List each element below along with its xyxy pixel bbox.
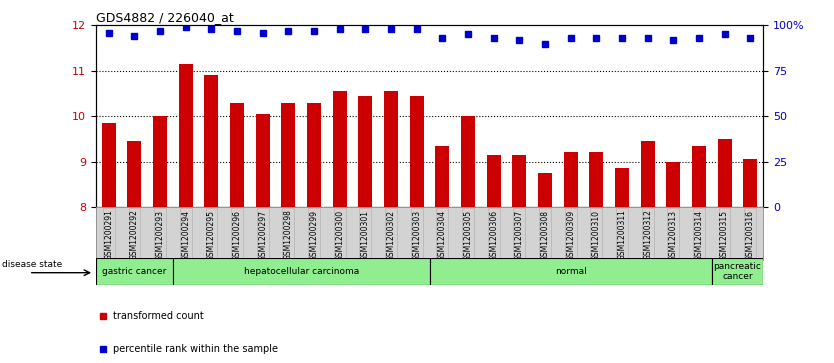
Text: pancreatic
cancer: pancreatic cancer (714, 262, 761, 281)
Bar (204, 75, 219, 207)
Bar (178, 64, 193, 207)
Bar (281, 102, 295, 207)
Text: GSM1200303: GSM1200303 (412, 209, 421, 261)
Text: GSM1200297: GSM1200297 (259, 209, 267, 261)
Text: GSM1200292: GSM1200292 (130, 209, 139, 260)
Bar (333, 91, 347, 207)
Bar (717, 139, 731, 207)
Text: GSM1200313: GSM1200313 (669, 209, 678, 261)
Bar (512, 155, 526, 207)
Bar (153, 116, 167, 207)
Text: GSM1200295: GSM1200295 (207, 209, 216, 261)
Text: GSM1200306: GSM1200306 (490, 209, 498, 261)
Bar (711, 258, 763, 285)
Bar (307, 103, 321, 207)
Text: GSM1200301: GSM1200301 (361, 209, 369, 261)
Text: GSM1200291: GSM1200291 (104, 209, 113, 260)
Bar (128, 141, 142, 207)
Text: GDS4882 / 226040_at: GDS4882 / 226040_at (96, 11, 234, 24)
Text: gastric cancer: gastric cancer (103, 267, 167, 276)
Text: GSM1200296: GSM1200296 (233, 209, 242, 261)
Bar (486, 155, 500, 207)
Bar (590, 152, 603, 207)
Text: GSM1200294: GSM1200294 (181, 209, 190, 261)
Bar (641, 141, 655, 207)
Text: GSM1200300: GSM1200300 (335, 209, 344, 261)
Text: transformed count: transformed count (113, 311, 203, 321)
Text: GSM1200309: GSM1200309 (566, 209, 575, 261)
Bar (564, 152, 578, 207)
Text: GSM1200315: GSM1200315 (720, 209, 729, 261)
Bar (256, 114, 269, 207)
Text: GSM1200312: GSM1200312 (643, 209, 652, 260)
Bar (102, 123, 116, 207)
Text: GSM1200316: GSM1200316 (746, 209, 755, 261)
Text: GSM1200293: GSM1200293 (156, 209, 164, 261)
Bar (409, 96, 424, 207)
Text: GSM1200308: GSM1200308 (540, 209, 550, 261)
Bar (230, 102, 244, 207)
Bar (359, 96, 373, 207)
Bar (96, 258, 173, 285)
Text: hepatocellular carcinoma: hepatocellular carcinoma (244, 267, 359, 276)
Text: normal: normal (555, 267, 586, 276)
Bar (435, 146, 450, 207)
Bar (384, 91, 398, 207)
Bar (538, 173, 552, 207)
Text: GSM1200314: GSM1200314 (695, 209, 703, 261)
Bar (743, 159, 757, 207)
Bar (430, 258, 711, 285)
Text: percentile rank within the sample: percentile rank within the sample (113, 344, 278, 354)
Text: disease state: disease state (2, 260, 63, 269)
Text: GSM1200302: GSM1200302 (386, 209, 395, 261)
Text: GSM1200305: GSM1200305 (464, 209, 473, 261)
Bar (692, 146, 706, 207)
Text: GSM1200298: GSM1200298 (284, 209, 293, 260)
Text: GSM1200310: GSM1200310 (592, 209, 600, 261)
Text: GSM1200311: GSM1200311 (617, 209, 626, 260)
Bar (666, 162, 681, 207)
Text: GSM1200307: GSM1200307 (515, 209, 524, 261)
Bar (615, 168, 629, 207)
Text: GSM1200304: GSM1200304 (438, 209, 447, 261)
Bar (173, 258, 430, 285)
Bar (461, 116, 475, 207)
Text: GSM1200299: GSM1200299 (309, 209, 319, 261)
